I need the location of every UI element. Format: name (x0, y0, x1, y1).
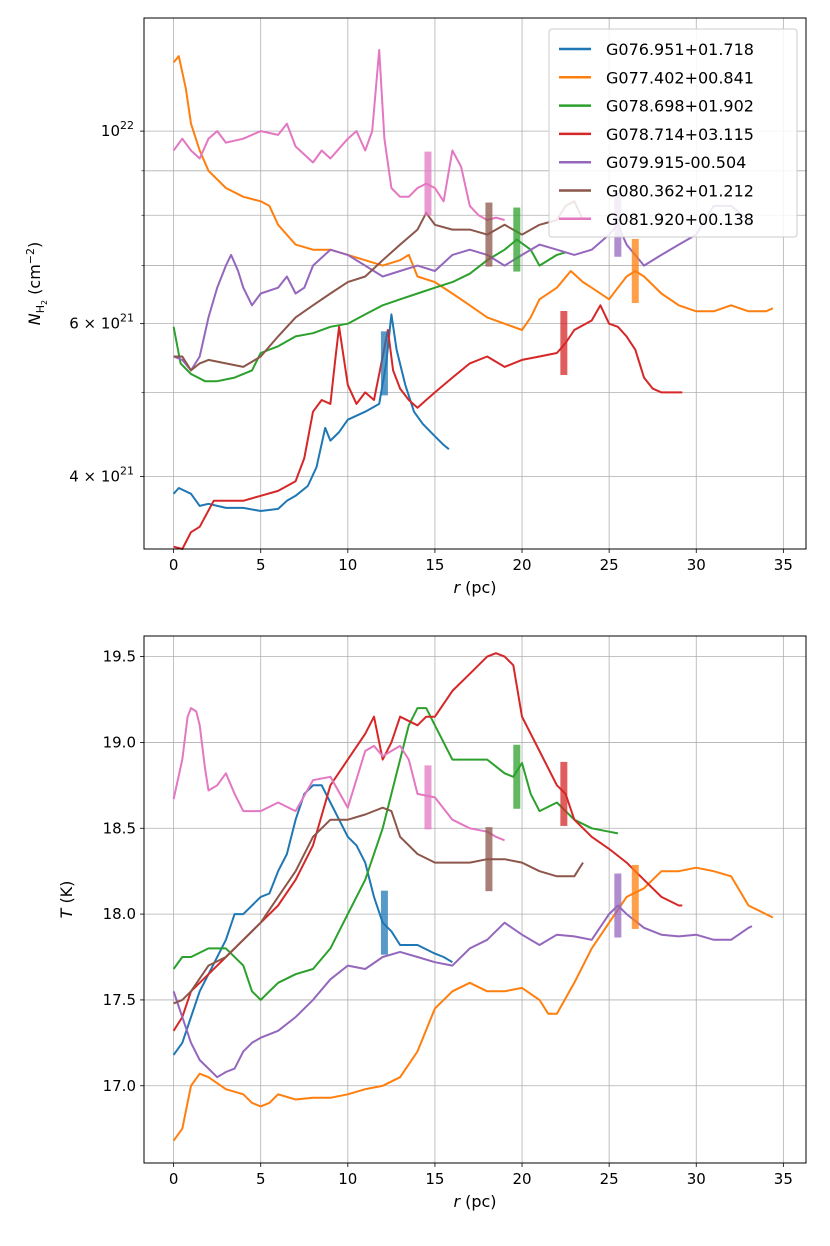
y-tick-label: 18.0 (103, 905, 136, 923)
y-tick-label: 18.5 (103, 819, 136, 837)
radius-marker (614, 873, 622, 938)
x-tick-label: 15 (425, 556, 444, 574)
series-line (172, 55, 774, 331)
x-tick-label: 5 (256, 1170, 266, 1188)
legend-label: G078.714+03.115 (606, 125, 754, 144)
series-line (172, 313, 450, 512)
x-tick-label: 25 (600, 556, 619, 574)
x-tick-label: 5 (256, 556, 266, 574)
x-tick-label: 10 (338, 556, 357, 574)
radius-marker (485, 827, 493, 892)
legend-label: G078.698+01.902 (606, 97, 754, 116)
y-tick-label: 17.0 (103, 1077, 136, 1095)
y-tick-label: 17.5 (103, 991, 136, 1009)
x-axis-ticks: 0 5 10 15 20 25 30 35 (169, 1163, 793, 1188)
y-tick-label: 4 × 1021 (69, 464, 134, 485)
radius-markers (380, 744, 639, 955)
legend-label: G076.951+01.718 (606, 40, 754, 59)
plot-area-background (144, 636, 806, 1163)
x-tick-label: 30 (687, 556, 706, 574)
y-axis-label: NH2 (cm−2) (24, 242, 49, 326)
x-axis-ticks: 0 5 10 15 20 25 30 35 (169, 549, 793, 574)
y-tick-label: 6 × 1021 (69, 312, 134, 333)
nh2-panel: 0 5 10 15 20 25 30 35 4 × 1021 6 × 1021 1022 r (p… (24, 17, 807, 597)
grid-lines (144, 636, 806, 1163)
x-tick-label: 35 (774, 556, 793, 574)
radius-marker (513, 744, 521, 809)
series-line (172, 707, 505, 842)
y-tick-label: 1022 (101, 119, 134, 140)
series-line (173, 204, 753, 372)
y-tick-label: 19.5 (103, 648, 136, 666)
legend-label: G080.362+01.212 (606, 182, 754, 201)
axes-frame (143, 17, 807, 550)
radius-marker (380, 890, 388, 955)
x-tick-label: 0 (169, 1170, 179, 1188)
y-axis-ticks: 17.0 17.5 18.0 18.5 19.0 19.5 (103, 648, 144, 1095)
series-line (172, 238, 566, 383)
radius-marker (380, 331, 388, 396)
x-tick-label: 10 (338, 1170, 357, 1188)
series-group (172, 49, 774, 550)
x-axis-label: r (pc) (453, 578, 496, 597)
x-tick-label: 35 (774, 1170, 793, 1188)
x-tick-label: 30 (687, 1170, 706, 1188)
legend-label: G077.402+00.841 (606, 68, 754, 87)
series-line (173, 304, 683, 550)
x-axis-label: r (pc) (453, 1192, 496, 1211)
axes-frame (143, 635, 807, 1164)
x-tick-label: 20 (512, 556, 531, 574)
series-line (172, 707, 619, 1001)
temperature-panel: 0 5 10 15 20 25 30 35 17.017.518.018.519.019.5 … (57, 635, 807, 1211)
x-tick-label: 15 (425, 1170, 444, 1188)
series-line (173, 806, 584, 1005)
radius-marker (424, 765, 432, 830)
x-tick-label: 25 (600, 1170, 619, 1188)
series-line (172, 866, 774, 1142)
series-group (172, 652, 774, 1142)
x-tick-label: 20 (512, 1170, 531, 1188)
legend-label: G081.920+00.138 (606, 210, 754, 229)
radius-marker (560, 761, 568, 826)
radius-marker (485, 202, 493, 267)
radius-marker (631, 238, 639, 303)
y-tick-label: 19.0 (103, 733, 136, 751)
x-tick-label: 0 (169, 556, 179, 574)
series-line (172, 49, 505, 221)
radius-marker (560, 310, 568, 375)
legend-label: G079.915-00.504 (606, 153, 746, 172)
radius-marker (631, 864, 639, 929)
y-axis-label: T (K) (57, 881, 76, 919)
radius-marker (513, 207, 521, 272)
y-axis-ticks: 4 × 1021 6 × 1021 1022 (69, 119, 144, 485)
legend: G076.951+01.718 G077.402+00.841 G078.698+0… (548, 28, 798, 238)
radius-marker (424, 151, 432, 216)
series-line (172, 904, 753, 1079)
series-line (173, 200, 584, 372)
legend-box (548, 28, 798, 238)
